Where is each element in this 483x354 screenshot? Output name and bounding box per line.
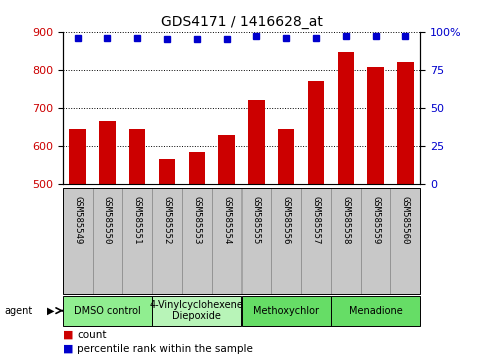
Text: GSM585557: GSM585557 [312,196,320,245]
Bar [152,296,242,326]
Text: DMSO control: DMSO control [74,306,141,316]
Bar [361,188,390,294]
Bar [278,129,294,184]
Bar [331,188,361,294]
Bar [368,67,384,184]
Bar [159,159,175,184]
Bar [63,296,152,326]
Bar [338,52,354,184]
Text: Methoxychlor: Methoxychlor [253,306,319,316]
Text: percentile rank within the sample: percentile rank within the sample [77,344,253,354]
Bar [99,121,115,184]
Bar [397,62,413,184]
Bar [129,129,145,184]
Bar [182,188,212,294]
Text: ▶: ▶ [47,306,55,316]
Text: GSM585553: GSM585553 [192,196,201,245]
Text: GSM585558: GSM585558 [341,196,350,245]
Bar [218,135,235,184]
Bar [212,188,242,294]
Text: GSM585552: GSM585552 [163,196,171,245]
Text: GSM585555: GSM585555 [252,196,261,245]
Text: 4-Vinylcyclohexene
Diepoxide: 4-Vinylcyclohexene Diepoxide [150,300,244,321]
Bar [70,129,86,184]
Title: GDS4171 / 1416628_at: GDS4171 / 1416628_at [160,16,323,29]
Text: GSM585554: GSM585554 [222,196,231,245]
Text: GSM585559: GSM585559 [371,196,380,245]
Bar [242,188,271,294]
Text: GSM585550: GSM585550 [103,196,112,245]
Bar [63,188,93,294]
Text: ■: ■ [63,330,73,339]
Text: GSM585551: GSM585551 [133,196,142,245]
Bar [390,188,420,294]
Bar [271,188,301,294]
Text: ■: ■ [63,344,73,354]
Text: count: count [77,330,107,339]
Text: GSM585549: GSM585549 [73,196,82,245]
Bar [189,152,205,184]
Bar [242,296,331,326]
Bar [331,296,420,326]
Bar [122,188,152,294]
Text: Menadione: Menadione [349,306,402,316]
Bar [308,81,324,184]
Bar [152,188,182,294]
Bar [248,101,265,184]
Text: GSM585556: GSM585556 [282,196,291,245]
Text: agent: agent [5,306,33,316]
Text: GSM585560: GSM585560 [401,196,410,245]
Bar [301,188,331,294]
Bar [93,188,122,294]
